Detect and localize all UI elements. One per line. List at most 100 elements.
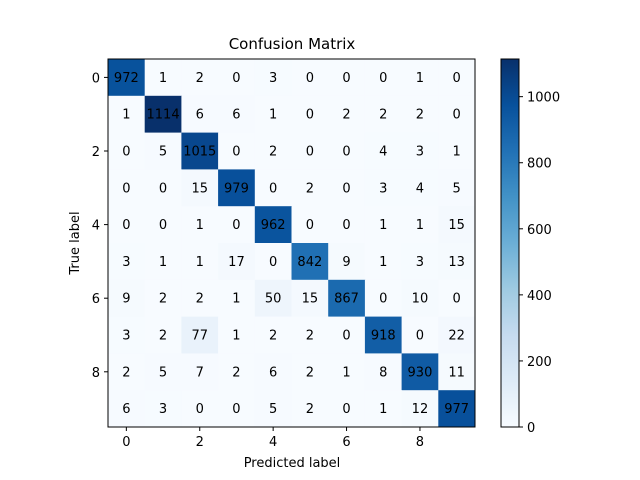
heatmap-cell [291, 353, 329, 391]
heatmap-cell [364, 132, 403, 170]
heatmap-cell [144, 132, 182, 170]
heatmap-cell-label: 1 [196, 218, 204, 233]
heatmap-cell-label: 2 [196, 71, 204, 86]
heatmap-cell-label: 2 [306, 402, 314, 417]
heatmap-cell-label: 979 [224, 181, 249, 196]
x-tick-label: 8 [416, 435, 424, 450]
x-tick-label: 2 [196, 435, 204, 450]
heatmap-cell-label: 6 [122, 402, 130, 417]
heatmap-cell-label: 0 [453, 292, 461, 307]
heatmap-cell-label: 1 [379, 218, 387, 233]
heatmap-cell-label: 0 [379, 292, 387, 307]
y-tick-label: 8 [92, 366, 100, 381]
heatmap-cell [254, 243, 292, 281]
heatmap-cell-label: 7 [196, 365, 204, 380]
heatmap-cell [291, 243, 329, 281]
heatmap-cell [218, 206, 256, 244]
heatmap-cell [364, 95, 403, 134]
heatmap-cell [254, 353, 292, 391]
heatmap-cell [181, 390, 219, 428]
heatmap-cell-label: 0 [232, 71, 240, 86]
heatmap-cell [291, 169, 329, 207]
heatmap-cell [181, 132, 219, 170]
heatmap-cell-label: 22 [448, 329, 465, 344]
heatmap-cell-label: 9 [342, 255, 350, 270]
heatmap-cell-label: 0 [122, 145, 130, 160]
heatmap-cell [364, 353, 403, 391]
heatmap-cell-label: 0 [342, 402, 350, 417]
heatmap-cell [181, 169, 219, 207]
heatmap-cell-label: 2 [379, 108, 387, 123]
colorbar-tick-label: 200 [527, 355, 552, 370]
heatmap-cell [254, 132, 292, 170]
heatmap-cell [328, 59, 366, 97]
heatmap-cell-label: 0 [342, 181, 350, 196]
heatmap-cell [328, 316, 366, 354]
heatmap-cell [291, 279, 329, 318]
colorbar-tick-label: 0 [527, 421, 535, 436]
heatmap-cell [108, 316, 146, 354]
heatmap-cell-label: 1 [122, 108, 130, 123]
x-axis-ticks: 0 2 4 6 8 [122, 427, 424, 450]
heatmap-cell-label: 6 [269, 365, 277, 380]
heatmap-cell [218, 353, 256, 391]
heatmap-cell [401, 169, 439, 207]
heatmap-cell-label: 3 [159, 402, 167, 417]
heatmap-cell-label: 2 [306, 181, 314, 196]
heatmap-cell-label: 2 [159, 292, 167, 307]
heatmap-cell-label: 5 [453, 181, 461, 196]
heatmap-cell-label: 1 [196, 255, 204, 270]
heatmap-cell-label: 1 [159, 255, 167, 270]
x-axis-label: Predicted label [244, 456, 341, 471]
heatmap-cell-label: 930 [408, 365, 433, 380]
heatmap-cell [218, 316, 256, 354]
heatmap-cell-labels: 972 1 2 0 3 0 0 0 1 01 1114 6 6 1 0 2 2 2 00 5 1015 0 2 0 0 4 3 10 0… [114, 71, 469, 417]
heatmap-cell [401, 316, 439, 354]
heatmap-cell [181, 95, 219, 134]
heatmap-cell-label: 12 [412, 402, 429, 417]
heatmap-cell-label: 1 [232, 292, 240, 307]
colorbar-tick-label: 1000 [527, 91, 560, 106]
heatmap-cell-label: 972 [114, 71, 139, 86]
y-axis-label: True label [68, 211, 83, 275]
heatmap-cell-label: 6 [232, 108, 240, 123]
heatmap-cell-label: 1 [342, 365, 350, 380]
heatmap-cell-label: 13 [448, 255, 465, 270]
colorbar [500, 58, 520, 428]
heatmap-cell-label: 0 [453, 108, 461, 123]
heatmap-cell [438, 316, 476, 354]
heatmap-cell-label: 2 [269, 145, 277, 160]
heatmap-cell [328, 132, 366, 170]
heatmap-cell-label: 0 [306, 218, 314, 233]
heatmap-cell-label: 2 [159, 329, 167, 344]
heatmap-cell-label: 1 [416, 71, 424, 86]
heatmap-cell [328, 390, 366, 428]
heatmap-cell-label: 4 [379, 145, 387, 160]
heatmap-cell-label: 1 [232, 329, 240, 344]
heatmap-cell [364, 316, 403, 354]
heatmap-cell-label: 3 [416, 145, 424, 160]
y-axis-ticks: 0 2 4 6 8 [92, 71, 108, 381]
heatmap-cell [108, 132, 146, 170]
heatmap-cell [218, 169, 256, 207]
heatmap-cell [291, 132, 329, 170]
heatmap-cell-label: 5 [159, 365, 167, 380]
heatmap-cell-label: 0 [342, 71, 350, 86]
heatmap-cell [181, 316, 219, 354]
heatmap-cell [144, 59, 182, 97]
heatmap-cell [438, 206, 476, 244]
heatmap-cell [254, 169, 292, 207]
heatmap-cell-label: 1015 [183, 145, 216, 160]
heatmap-cell [328, 206, 366, 244]
heatmap-cell-label: 2 [232, 365, 240, 380]
heatmap-cell-label: 15 [302, 292, 319, 307]
heatmap-cell [438, 132, 476, 170]
heatmap-cell [254, 59, 292, 97]
heatmap-cell-label: 0 [232, 145, 240, 160]
heatmap-cell [401, 59, 439, 97]
colorbar-tick-label: 800 [527, 157, 552, 172]
heatmap-cell [401, 206, 439, 244]
heatmap-cell-label: 1 [159, 71, 167, 86]
heatmap-cell-label: 3 [122, 329, 130, 344]
